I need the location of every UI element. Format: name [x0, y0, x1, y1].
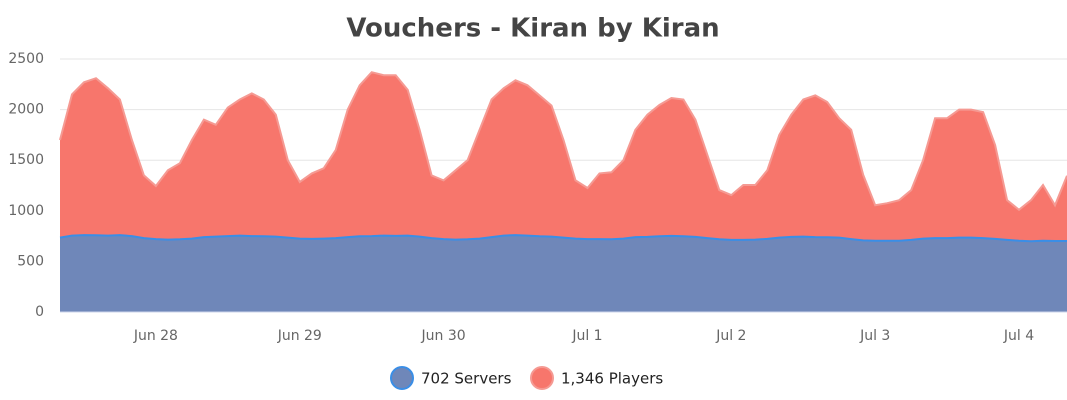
- x-tick-label: Jun 29: [277, 328, 322, 344]
- legend: 702 Servers 1,346 Players: [390, 366, 663, 390]
- chart-title: Vouchers - Kiran by Kiran: [346, 14, 719, 44]
- x-tick-label: Jul 3: [859, 328, 890, 344]
- x-tick-label: Jul 2: [715, 328, 746, 344]
- area: [60, 235, 1067, 312]
- y-tick-label: 2000: [8, 102, 44, 118]
- x-tick-label: Jun 30: [421, 328, 466, 344]
- y-tick-label: 500: [17, 253, 44, 269]
- legend-label[interactable]: 702 Servers: [421, 370, 512, 388]
- x-tick-label: Jul 1: [571, 328, 602, 344]
- y-tick-label: 0: [35, 304, 44, 320]
- area-line: [59, 234, 1067, 243]
- x-tick-label: Jul 4: [1003, 328, 1034, 344]
- y-tick-label: 1500: [8, 152, 44, 168]
- legend-label[interactable]: 1,346 Players: [561, 370, 663, 388]
- legend-marker[interactable]: [530, 366, 554, 390]
- y-tick-label: 2500: [8, 51, 44, 67]
- x-tick-label: Jun 28: [133, 328, 178, 344]
- area-line: [59, 71, 1067, 212]
- y-tick-label: 1000: [8, 203, 44, 219]
- legend-marker[interactable]: [390, 366, 414, 390]
